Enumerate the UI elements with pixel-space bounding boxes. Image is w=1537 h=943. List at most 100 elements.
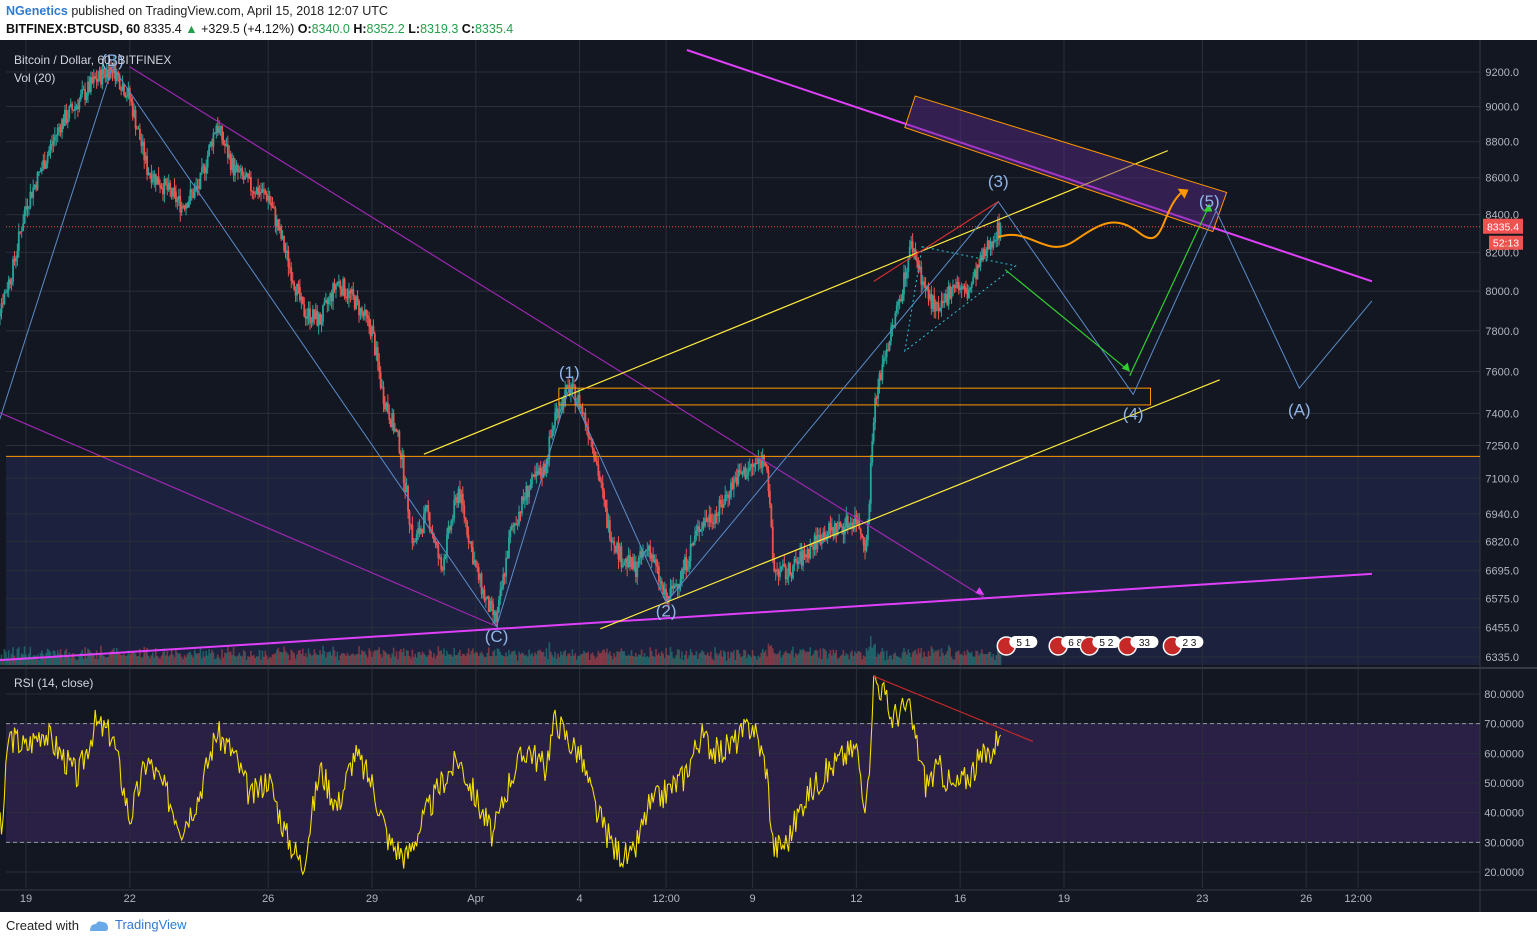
candle-body <box>304 316 307 319</box>
candle-body <box>620 546 623 568</box>
volume-bar <box>216 654 219 665</box>
volume-bar <box>359 654 362 665</box>
price-axis-label: 6335.0 <box>1485 652 1519 664</box>
volume-bar <box>887 659 889 665</box>
volume-bar <box>509 654 512 665</box>
volume-bar <box>542 651 545 665</box>
candle-body <box>942 300 944 303</box>
candle-body <box>140 139 143 147</box>
candle-body <box>820 541 823 545</box>
candle-body <box>49 144 52 151</box>
candle-body <box>822 532 825 542</box>
news-badge[interactable] <box>1130 636 1159 648</box>
candle-body <box>411 525 414 544</box>
candle-body <box>686 566 689 571</box>
candle-body <box>783 564 786 567</box>
candle-body <box>718 499 721 515</box>
volume-bar <box>169 654 171 665</box>
forecast-squiggle-arrow <box>997 191 1183 248</box>
green-arrowhead-down <box>1121 362 1130 372</box>
volume-bar <box>43 657 46 665</box>
candle-body <box>929 294 931 300</box>
candle-body <box>369 326 372 337</box>
candle-body <box>695 530 698 536</box>
volume-bar <box>746 658 748 665</box>
volume-bar <box>349 655 352 665</box>
candle-body <box>248 176 251 179</box>
volume-bar <box>616 651 618 665</box>
candle-body <box>643 551 646 553</box>
volume-bar <box>952 659 954 665</box>
volume-bar <box>124 656 127 665</box>
volume-bar <box>565 656 568 665</box>
tradingview-link[interactable]: TradingView <box>88 917 187 933</box>
volume-bar <box>137 655 140 665</box>
volume-bar <box>503 656 506 665</box>
volume-bar <box>36 654 39 665</box>
candle-body <box>329 293 332 299</box>
resistance-box <box>558 387 1151 406</box>
candle-body <box>299 287 301 301</box>
author-link[interactable]: NGenetics <box>6 4 68 18</box>
candle-body <box>763 455 766 463</box>
volume-bar <box>483 656 486 665</box>
candle-body <box>626 558 629 568</box>
volume-bar <box>516 660 519 665</box>
volume-bar <box>72 653 75 665</box>
volume-bar <box>116 648 118 665</box>
volume-bar <box>33 655 36 665</box>
candle-body <box>355 296 358 309</box>
candle-body <box>735 477 738 485</box>
candle-body <box>838 522 840 530</box>
volume-bar <box>332 646 334 665</box>
candle-body <box>251 190 254 192</box>
candle-body <box>681 568 683 580</box>
volume-bar <box>323 651 326 665</box>
chart-canvas[interactable]: (B)A)(C)(1)(2)(3)(4)(5)(A)9200.09000.088… <box>0 40 1537 912</box>
volume-bar <box>932 648 934 665</box>
publish-line: NGenetics published on TradingView.com, … <box>6 4 388 18</box>
volume-bar <box>489 656 492 665</box>
candle-body <box>611 541 614 543</box>
wave-label: (C) <box>485 627 509 646</box>
volume-bar <box>526 656 529 665</box>
chart-header: NGenetics published on TradingView.com, … <box>0 0 1537 40</box>
news-badge[interactable] <box>1175 636 1204 648</box>
news-badge[interactable] <box>1092 636 1121 648</box>
candle-body <box>166 184 169 190</box>
candle-body <box>208 145 210 156</box>
volume-bar <box>95 650 98 665</box>
volume-bar <box>950 656 953 665</box>
price-axis-label: 6455.0 <box>1485 623 1519 635</box>
news-badge-count: 33 <box>1139 638 1151 649</box>
candle-body <box>675 584 678 586</box>
volume-bar <box>900 658 902 665</box>
volume-bar <box>3 648 6 665</box>
news-badge[interactable] <box>1009 636 1038 648</box>
volume-bar <box>440 650 442 665</box>
candle-body <box>774 569 777 572</box>
candle-body <box>562 397 565 406</box>
volume-bar <box>976 650 979 665</box>
volume-bar <box>998 650 1000 665</box>
candle-body <box>365 309 368 316</box>
volume-bar <box>186 653 189 665</box>
candle-body <box>111 69 114 74</box>
candle-body <box>359 307 362 316</box>
candle-body <box>91 77 94 84</box>
candle-body <box>427 504 430 513</box>
volume-bar <box>822 648 825 665</box>
candle-body <box>198 186 200 189</box>
volume-bar <box>511 651 513 665</box>
volume-bar <box>901 652 904 665</box>
volume-bar <box>376 649 379 665</box>
candle-body <box>571 384 574 391</box>
volume-bar <box>428 649 431 665</box>
volume-bar <box>707 652 709 665</box>
volume-bar <box>944 653 947 665</box>
volume-bar <box>857 651 859 665</box>
volume-bar <box>611 659 614 665</box>
volume-bar <box>94 658 96 665</box>
chart-area[interactable]: (B)A)(C)(1)(2)(3)(4)(5)(A)9200.09000.088… <box>0 40 1537 912</box>
volume-bar <box>313 649 316 665</box>
